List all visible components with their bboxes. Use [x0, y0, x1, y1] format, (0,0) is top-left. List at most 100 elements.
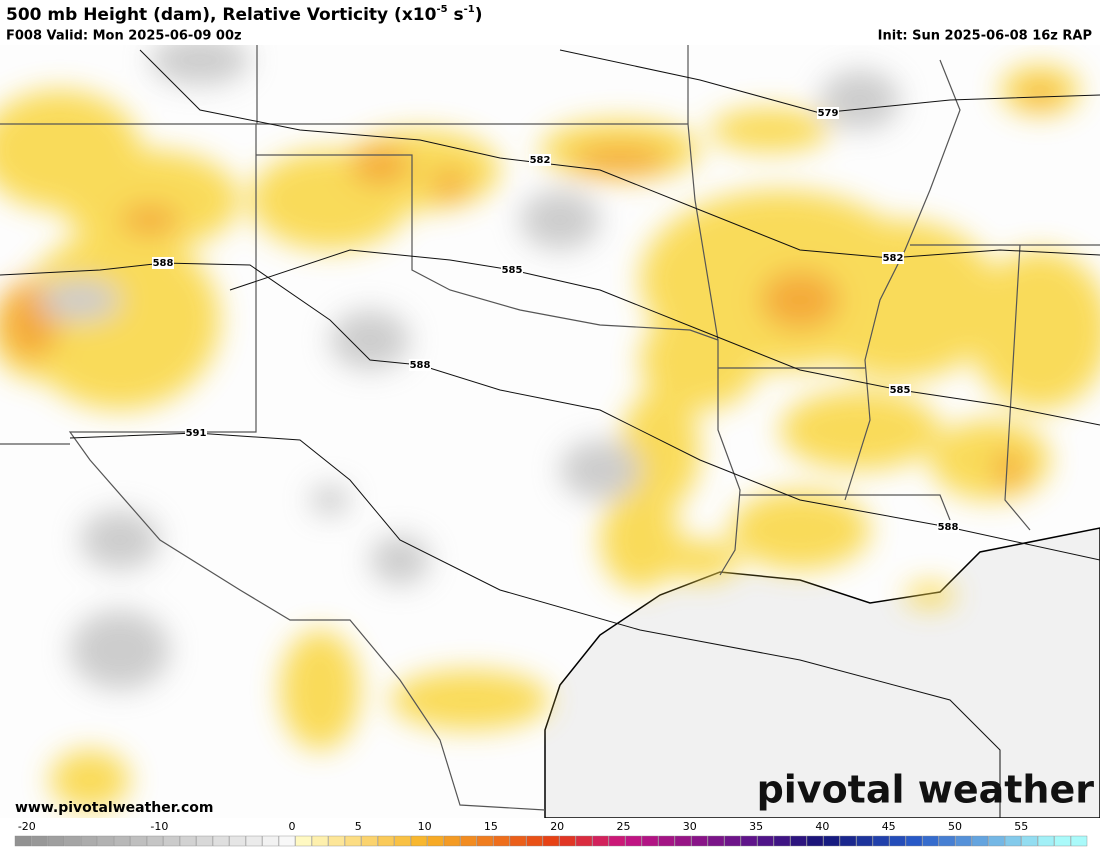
logo: pivotal weather — [757, 768, 1095, 812]
colorbar-swatch — [476, 835, 494, 847]
vorticity-area — [70, 610, 170, 690]
contour-label-bg — [937, 521, 959, 533]
vorticity-area — [1020, 85, 1060, 105]
valid-time: F008 Valid: Mon 2025-06-09 00z — [6, 29, 242, 44]
colorbar-swatch — [443, 835, 461, 847]
colorbar-swatch — [922, 835, 939, 847]
vorticity-area — [80, 510, 160, 570]
colorbar-swatch — [328, 835, 345, 847]
colorbar-swatch — [592, 835, 609, 847]
colorbar-tick-label: 40 — [815, 820, 829, 833]
colorbar-swatch — [295, 835, 312, 847]
colorbar-swatch — [460, 835, 477, 847]
colorbar-tick-label: 45 — [882, 820, 896, 833]
colorbar-swatch — [311, 835, 329, 847]
vorticity-area — [570, 145, 670, 175]
vorticity-area — [40, 280, 120, 320]
colorbar-swatch — [641, 835, 659, 847]
colorbar-swatch — [196, 835, 213, 847]
colorbar-swatch — [839, 835, 857, 847]
contour-label: 582 — [883, 253, 904, 264]
colorbar-swatch — [971, 835, 989, 847]
colorbar-swatch — [608, 835, 626, 847]
contour-label-bg — [882, 252, 904, 264]
colorbar-swatch — [97, 835, 114, 847]
colorbar-swatch — [146, 835, 164, 847]
colorbar-swatch — [674, 835, 692, 847]
vorticity-area — [820, 70, 900, 130]
colorbar-tick-label: 15 — [484, 820, 498, 833]
colorbar-tick-label: 0 — [289, 820, 296, 833]
contour-label-bg — [889, 384, 911, 396]
vorticity-area — [620, 390, 700, 510]
colorbar-swatch — [64, 835, 81, 847]
contour-label: 582 — [530, 155, 551, 166]
colorbar-swatch — [872, 835, 890, 847]
vorticity-area — [370, 535, 430, 585]
vorticity-area — [995, 450, 1025, 490]
colorbar-swatch — [179, 835, 197, 847]
vorticity-area — [905, 583, 955, 607]
colorbar-swatch — [262, 835, 279, 847]
contour-label: 588 — [410, 360, 431, 371]
colorbar-swatch — [740, 835, 758, 847]
colorbar-tick-label: -20 — [18, 820, 36, 833]
colorbar-swatch — [955, 835, 972, 847]
colorbar-swatch — [806, 835, 824, 847]
colorbar-swatch — [31, 835, 48, 847]
colorbar-tick-label: 25 — [617, 820, 631, 833]
colorbar-swatch — [1004, 835, 1022, 847]
vorticity-area — [930, 420, 1050, 500]
colorbar-tick-label: 50 — [948, 820, 962, 833]
contour-label: 591 — [186, 428, 207, 439]
colorbar-swatch — [559, 835, 576, 847]
vorticity-area — [120, 205, 180, 235]
contour-label-bg — [817, 107, 839, 119]
contour-label: 588 — [153, 258, 174, 269]
height-contour — [139, 49, 1100, 259]
colorbar-swatch — [80, 835, 98, 847]
colorbar-swatch — [130, 835, 147, 847]
contour-label: 588 — [938, 522, 959, 533]
colorbar-swatch — [757, 835, 774, 847]
colorbar-swatch — [278, 835, 296, 847]
colorbar-swatch — [1021, 835, 1038, 847]
vorticity-area — [560, 440, 640, 500]
vorticity-area — [330, 310, 410, 370]
colorbar-swatch — [691, 835, 708, 847]
gulf-coast — [544, 527, 1100, 818]
vorticity-area — [730, 490, 870, 570]
contour-label: 585 — [502, 265, 523, 276]
colorbar-swatch — [410, 835, 428, 847]
init-time: Init: Sun 2025-06-08 16z RAP — [878, 29, 1092, 44]
colorbar-swatch — [509, 835, 527, 847]
vorticity-area — [350, 145, 410, 185]
colorbar-tick-label: 20 — [550, 820, 564, 833]
colorbar-swatch — [377, 835, 395, 847]
contour-label: 579 — [818, 108, 839, 119]
vorticity-area — [390, 670, 550, 730]
map: 579 582 582 585 585 588 588 588 591 — [0, 45, 1100, 818]
height-contour — [229, 249, 1100, 426]
colorbar-tick-label: 55 — [1014, 820, 1028, 833]
colorbar-tick-label: 30 — [683, 820, 697, 833]
colorbar-swatch — [212, 835, 230, 847]
colorbar-swatch — [344, 835, 362, 847]
colorbar-swatch — [823, 835, 840, 847]
contour-label: 585 — [890, 385, 911, 396]
colorbar-swatch — [938, 835, 956, 847]
vorticity-area — [520, 190, 600, 250]
colorbar-swatch — [889, 835, 906, 847]
vorticity-area — [800, 220, 1000, 380]
colorbar-swatch — [229, 835, 246, 847]
colorbar-swatch — [1054, 835, 1071, 847]
height-contour — [69, 432, 1001, 818]
colorbar-swatch — [658, 835, 675, 847]
colorbar-swatch — [707, 835, 725, 847]
colorbar-swatch — [394, 835, 411, 847]
contour-label-bg — [529, 154, 551, 166]
vorticity-area — [760, 270, 840, 330]
vorticity-area — [430, 170, 470, 200]
